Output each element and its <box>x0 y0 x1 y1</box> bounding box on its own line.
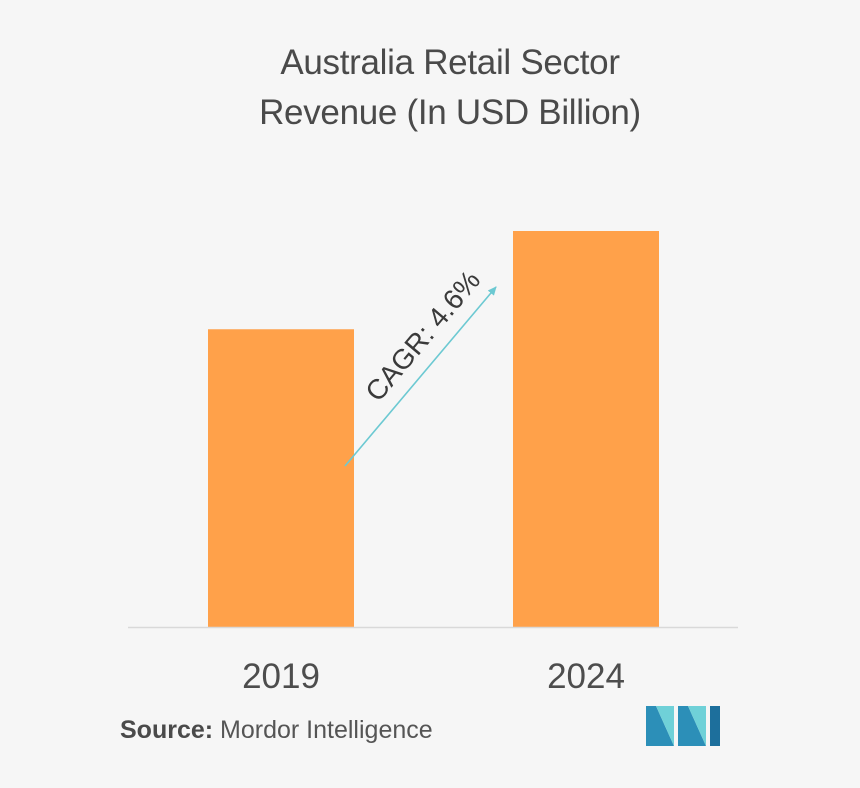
cagr-arrow <box>344 286 497 467</box>
cagr-annotation: CAGR: 4.6% <box>344 265 497 467</box>
source-note: Source: Mordor Intelligence <box>120 716 433 745</box>
x-tick-label-2024: 2024 <box>547 657 625 696</box>
source-label: Source: <box>120 716 214 744</box>
bar-2024 <box>513 231 659 627</box>
bar-2019 <box>208 329 354 627</box>
chart-title: Australia Retail Sector Revenue (In USD … <box>0 38 860 138</box>
source-text: Mordor Intelligence <box>220 716 433 744</box>
chart-title-line-2: Revenue (In USD Billion) <box>259 93 641 132</box>
x-tick-labels: 2019 2024 <box>242 657 625 696</box>
bars-layer <box>208 231 659 627</box>
x-tick-label-2019: 2019 <box>242 657 320 696</box>
cagr-label: CAGR: 4.6% <box>359 265 486 408</box>
mordor-intelligence-logo-icon <box>646 706 720 746</box>
chart-title-line-1: Australia Retail Sector <box>280 43 620 82</box>
